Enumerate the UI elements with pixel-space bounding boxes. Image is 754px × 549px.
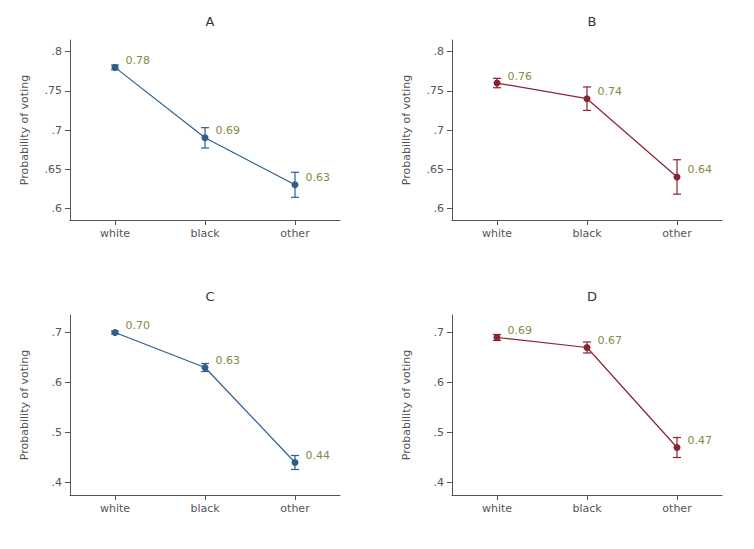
svg-text:0.63: 0.63 <box>216 354 241 367</box>
svg-text:Probability of voting: Probability of voting <box>18 350 31 460</box>
svg-text:0.70: 0.70 <box>126 319 151 332</box>
svg-text:.7: .7 <box>434 326 445 339</box>
svg-text:.75: .75 <box>45 84 63 97</box>
svg-text:0.47: 0.47 <box>688 434 713 447</box>
svg-text:0.64: 0.64 <box>688 163 713 176</box>
svg-text:.7: .7 <box>52 326 63 339</box>
svg-text:black: black <box>572 502 602 515</box>
svg-text:0.78: 0.78 <box>126 54 151 67</box>
svg-text:Probability of voting: Probability of voting <box>18 75 31 185</box>
svg-text:B: B <box>588 14 597 29</box>
svg-text:.5: .5 <box>52 426 63 439</box>
svg-text:0.76: 0.76 <box>508 70 533 83</box>
svg-text:.6: .6 <box>434 202 445 215</box>
svg-text:black: black <box>190 227 220 240</box>
svg-text:.65: .65 <box>45 163 63 176</box>
svg-text:other: other <box>662 502 692 515</box>
svg-text:black: black <box>190 502 220 515</box>
svg-text:D: D <box>587 289 597 304</box>
svg-text:0.67: 0.67 <box>598 334 623 347</box>
svg-text:Probability of voting: Probability of voting <box>400 75 413 185</box>
svg-text:white: white <box>100 502 130 515</box>
svg-text:.75: .75 <box>427 84 445 97</box>
svg-text:.8: .8 <box>52 45 63 58</box>
svg-text:.7: .7 <box>52 124 63 137</box>
svg-text:other: other <box>280 227 310 240</box>
svg-text:.6: .6 <box>52 202 63 215</box>
svg-text:other: other <box>662 227 692 240</box>
svg-text:.8: .8 <box>434 45 445 58</box>
svg-text:white: white <box>482 502 512 515</box>
svg-text:other: other <box>280 502 310 515</box>
svg-text:A: A <box>206 14 215 29</box>
svg-text:0.44: 0.44 <box>306 449 331 462</box>
svg-text:Probability of voting: Probability of voting <box>400 350 413 460</box>
svg-text:C: C <box>205 289 214 304</box>
svg-text:0.74: 0.74 <box>598 85 623 98</box>
svg-text:0.69: 0.69 <box>216 124 241 137</box>
svg-text:white: white <box>100 227 130 240</box>
svg-text:.6: .6 <box>434 376 445 389</box>
svg-text:.7: .7 <box>434 124 445 137</box>
svg-text:0.63: 0.63 <box>306 171 331 184</box>
svg-text:0.69: 0.69 <box>508 324 533 337</box>
svg-text:.6: .6 <box>52 376 63 389</box>
svg-text:.4: .4 <box>434 476 445 489</box>
svg-text:white: white <box>482 227 512 240</box>
svg-text:black: black <box>572 227 602 240</box>
svg-text:.5: .5 <box>434 426 445 439</box>
svg-text:.65: .65 <box>427 163 445 176</box>
svg-text:.4: .4 <box>52 476 63 489</box>
